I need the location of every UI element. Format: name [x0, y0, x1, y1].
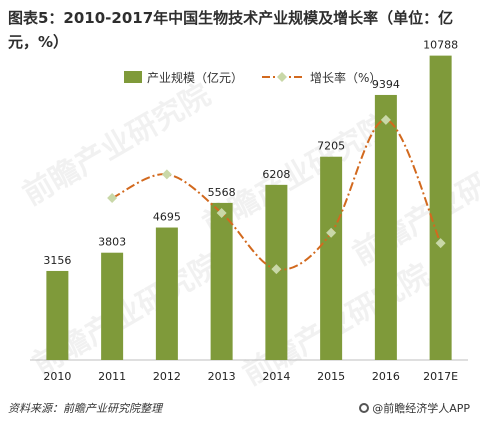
x-tick-label: 2015	[317, 370, 345, 383]
source-note: 资料来源：前瞻产业研究院整理	[8, 402, 162, 415]
x-tick-label: 2017E	[423, 370, 458, 383]
legend-label-bar: 产业规模（亿元）	[147, 70, 243, 85]
bar	[101, 252, 124, 360]
growth-point	[271, 264, 282, 275]
bar-value-label: 5568	[208, 186, 236, 199]
bar	[374, 94, 397, 360]
brand-logo-icon	[359, 403, 370, 413]
growth-point	[380, 114, 391, 125]
growth-line	[111, 118, 442, 271]
bar-value-label: 10788	[423, 39, 458, 52]
chart-title: 图表5：2010-2017年中国生物技术产业规模及增长率（单位：亿元，%）	[8, 9, 454, 51]
x-tick-label: 2011	[98, 370, 126, 383]
legend-swatch-bar	[124, 71, 142, 83]
bar	[320, 156, 343, 360]
bar-value-label: 6208	[262, 168, 290, 181]
legend-label-line: 增长率（%）	[310, 70, 381, 85]
growth-point	[107, 193, 118, 204]
x-tick-label: 2014	[262, 370, 290, 383]
bar-value-label: 7205	[317, 140, 345, 153]
growth-point	[161, 169, 172, 180]
bar	[429, 55, 452, 360]
brand-text: @前瞻经济学人APP	[372, 402, 470, 415]
bar	[210, 202, 233, 360]
bar-value-label: 3156	[43, 254, 71, 267]
bar-value-label: 4695	[153, 211, 181, 224]
x-tick-label: 2016	[372, 370, 400, 383]
growth-point	[326, 227, 337, 238]
bar-value-label: 3803	[98, 236, 126, 249]
growth-point	[435, 238, 446, 249]
bar	[46, 270, 69, 360]
bar-value-label: 9394	[372, 78, 400, 91]
x-tick-label: 2013	[208, 370, 236, 383]
x-tick-label: 2012	[153, 370, 181, 383]
legend-marker-line	[277, 72, 287, 82]
brand-label: @前瞻经济学人APP	[359, 400, 470, 416]
x-tick-label: 2010	[43, 370, 71, 383]
bar	[155, 227, 178, 360]
growth-point	[216, 208, 227, 219]
